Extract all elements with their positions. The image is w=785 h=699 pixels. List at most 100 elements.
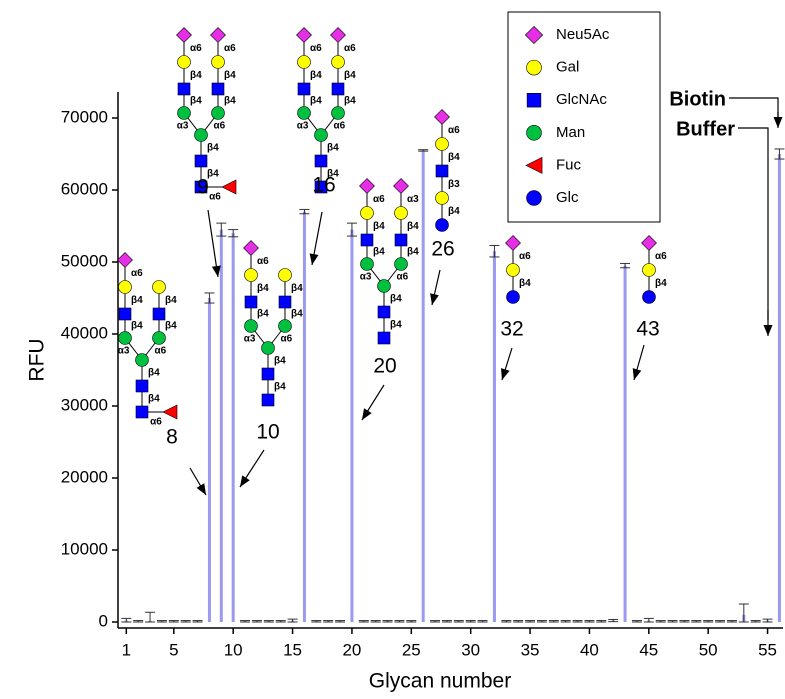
x-tick-label: 40 — [580, 640, 599, 659]
annotation-arrow-head — [362, 408, 372, 420]
x-tick-label: 45 — [639, 640, 658, 659]
linkage-label: α3 — [360, 272, 372, 283]
glycan-number: 16 — [312, 174, 335, 197]
bar — [421, 150, 425, 622]
linkage-label: α3 — [244, 334, 256, 345]
glycan-diamond — [524, 25, 544, 45]
control-label: Buffer — [676, 118, 735, 140]
legend-box — [507, 11, 661, 223]
error-bar — [168, 620, 179, 623]
error-bar — [430, 620, 441, 623]
glycan-square — [177, 82, 191, 96]
bar — [207, 298, 211, 622]
error-bar — [477, 620, 488, 623]
glycan-square — [360, 233, 374, 247]
x-tick-label: 1 — [122, 640, 131, 659]
glycan-square — [377, 331, 391, 345]
glycan-circle — [177, 55, 191, 69]
y-tick-label: 40000 — [61, 323, 108, 342]
linkage-label: α6 — [209, 192, 221, 203]
glycan-square — [194, 180, 208, 194]
y-tick-label: 0 — [99, 611, 108, 630]
error-bar — [489, 244, 500, 258]
error-bar — [394, 620, 405, 623]
linkage-label: β4 — [310, 70, 322, 81]
annotation-arrow-head — [430, 293, 439, 305]
glycan-diamond — [117, 252, 133, 268]
bar — [777, 154, 781, 622]
error-bar — [584, 620, 595, 623]
error-bar — [691, 620, 702, 623]
glycan-number: 32 — [500, 318, 523, 341]
callout-line — [729, 97, 779, 118]
linkage-label: β4 — [190, 96, 202, 107]
linkage-label: β3 — [448, 179, 460, 190]
glycan-square — [211, 82, 225, 96]
glycan-triangle — [162, 404, 178, 420]
glycan-triangle — [221, 179, 237, 195]
glycan-circle — [152, 331, 166, 345]
error-bar — [121, 617, 132, 623]
error-bar — [418, 149, 429, 152]
linkage-label: α6 — [257, 256, 269, 267]
error-bar — [774, 148, 785, 160]
error-bar — [346, 222, 357, 237]
error-bar — [275, 620, 286, 623]
y-tick-label: 70000 — [61, 107, 108, 126]
x-tick-label: 50 — [699, 640, 718, 659]
bar — [492, 251, 496, 622]
glycan-diamond — [210, 27, 226, 43]
bar — [623, 265, 627, 622]
error-bar — [228, 229, 239, 238]
glycan-number: 26 — [431, 238, 454, 261]
linkage-label: β4 — [148, 394, 160, 405]
linkage-label: β4 — [373, 247, 385, 258]
linkage-label: β4 — [291, 283, 303, 294]
error-bar — [548, 620, 559, 623]
glycan-diamond — [434, 109, 450, 125]
glycan-circle — [278, 268, 292, 282]
glycan-number: 20 — [373, 355, 396, 378]
error-bar — [762, 618, 773, 623]
error-bar — [180, 620, 191, 623]
error-bar — [133, 620, 144, 623]
bar — [219, 229, 223, 622]
x-tick-label: 5 — [169, 640, 178, 659]
linkage-label: β4 — [344, 96, 356, 107]
linkage-label: β4 — [407, 247, 419, 258]
linkage-label: β4 — [165, 295, 177, 306]
error-bar — [441, 620, 452, 623]
annotation-arrow-head — [211, 265, 221, 277]
error-bar — [655, 620, 666, 623]
error-bar — [726, 620, 737, 623]
error-bar — [382, 620, 393, 623]
glycan-circle — [526, 190, 542, 206]
error-bar — [156, 620, 167, 623]
error-bar — [572, 620, 583, 623]
x-tick-label: 30 — [461, 640, 480, 659]
glycan-square — [297, 82, 311, 96]
glycan-diamond — [176, 27, 192, 43]
glycan-circle — [642, 263, 656, 277]
glycan-circle — [435, 137, 449, 151]
linkage-label: β4 — [310, 96, 322, 107]
linkage-label: β4 — [519, 278, 531, 289]
annotation-arrow-head — [500, 368, 510, 380]
linkage-label: α6 — [448, 125, 460, 136]
glycan-square — [394, 233, 408, 247]
glycan-diamond — [393, 178, 409, 194]
linkage-label: α6 — [281, 334, 293, 345]
glycan-triangle — [525, 156, 543, 174]
error-bar — [323, 620, 334, 623]
glycan-number: 8 — [166, 426, 178, 449]
x-tick-label: 25 — [402, 640, 421, 659]
linkage-label: β4 — [390, 320, 402, 331]
glycan-square — [314, 180, 328, 194]
glycan-square — [261, 367, 275, 381]
linkage-label: α3 — [297, 121, 309, 132]
glycan-diamond — [330, 27, 346, 43]
linkage-label: α6 — [334, 121, 346, 132]
x-tick-label: 55 — [758, 640, 777, 659]
linkage-label: α6 — [224, 43, 236, 54]
y-tick-label: 30000 — [61, 395, 108, 414]
